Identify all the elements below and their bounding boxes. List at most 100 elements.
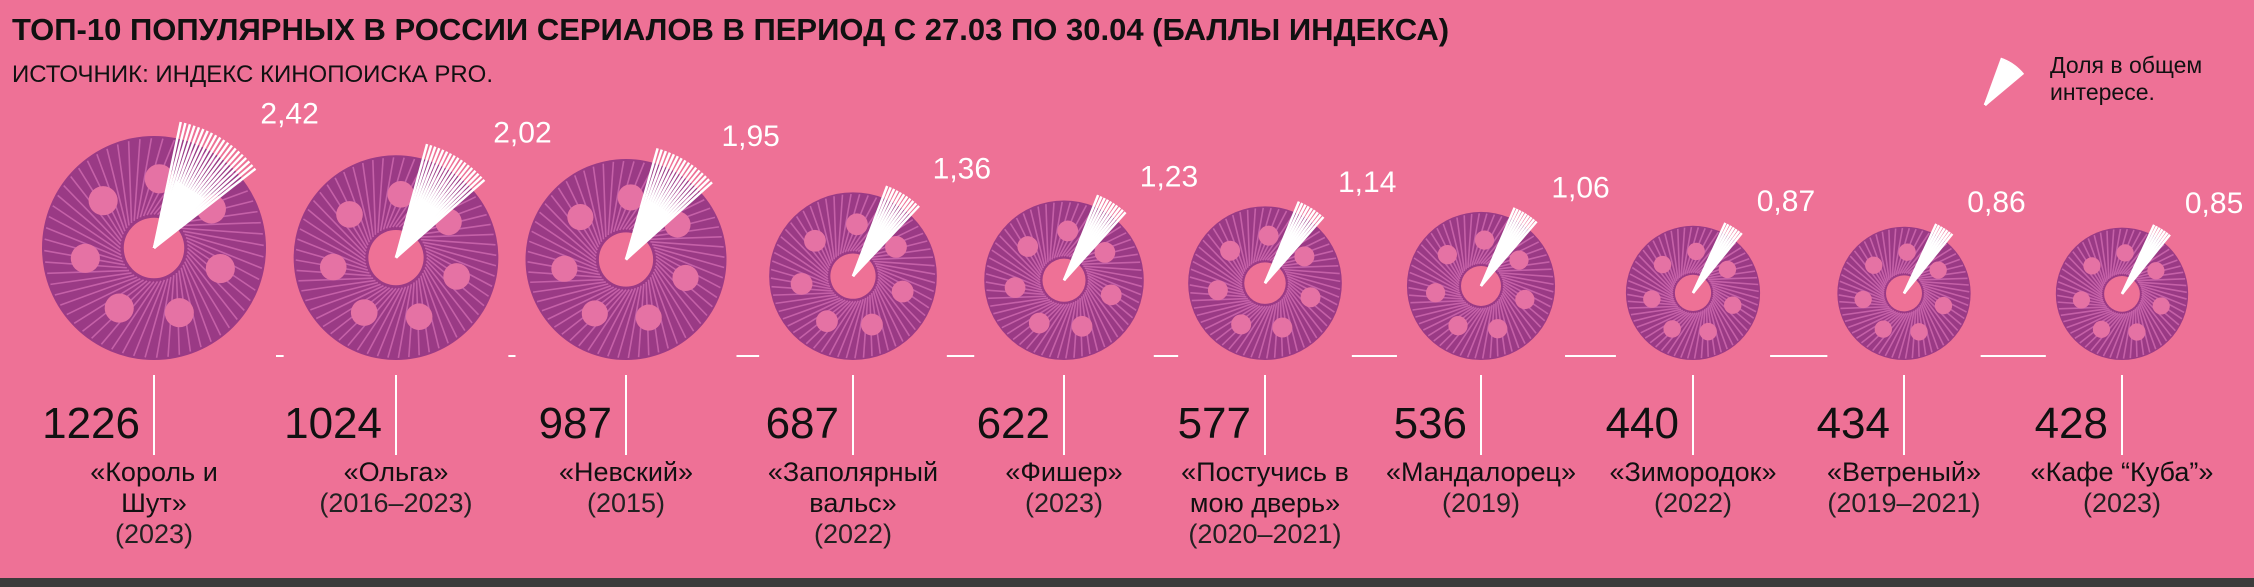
share-fan bbox=[624, 148, 713, 261]
wheel-spoke bbox=[352, 166, 372, 240]
share-label: 1,95 bbox=[721, 120, 779, 153]
wheel-spoke bbox=[2138, 281, 2187, 287]
wheel-spoke bbox=[50, 272, 132, 286]
wheel-spoke bbox=[1242, 305, 1271, 356]
wheel-spoke bbox=[2139, 284, 2187, 300]
wheel-hole bbox=[1220, 240, 1241, 261]
wheel-spoke bbox=[1633, 308, 1682, 322]
wheel-hole bbox=[1929, 261, 1947, 279]
index-value: 1226 bbox=[42, 399, 140, 448]
wheel-spoke bbox=[854, 297, 867, 359]
wheel-hole bbox=[1934, 296, 1953, 315]
wheel-hole bbox=[1687, 242, 1705, 261]
wheel-spoke bbox=[312, 200, 367, 255]
fan-ray bbox=[152, 121, 183, 249]
wheel-spoke bbox=[299, 228, 367, 265]
share-label: 2,02 bbox=[493, 116, 551, 149]
wheel-hole bbox=[635, 304, 662, 331]
wheel-spoke bbox=[1711, 298, 1739, 342]
fan-core bbox=[1265, 239, 1296, 284]
wheel-spoke bbox=[787, 298, 844, 327]
wheel-spoke bbox=[1286, 289, 1318, 339]
wheel-spoke bbox=[1467, 213, 1473, 269]
wheel-spoke bbox=[1680, 227, 1686, 277]
wheel-hole bbox=[1699, 322, 1717, 341]
wheel-spoke bbox=[66, 277, 141, 316]
series-name: «Мандалорец» bbox=[1385, 457, 1577, 487]
series-year: (2019) bbox=[1441, 488, 1521, 518]
wheel-hole bbox=[1437, 245, 1457, 265]
legend-ray bbox=[1983, 57, 2004, 106]
wheel-spoke bbox=[1922, 286, 1969, 307]
wheel-spoke bbox=[2099, 232, 2109, 281]
series-label: «Постучись в мою дверь» (2020–2021) bbox=[1165, 457, 1365, 550]
fan-core bbox=[396, 197, 441, 258]
series-label: «Фишер» (2023) bbox=[964, 457, 1164, 519]
wheel-spoke bbox=[305, 281, 379, 302]
wheel-spoke bbox=[2140, 297, 2172, 337]
wheel-spoke bbox=[424, 266, 466, 332]
wheel-spoke bbox=[1875, 234, 1889, 282]
wheel-spoke bbox=[1045, 204, 1049, 263]
wheel-spoke bbox=[178, 221, 261, 227]
wheel-hole bbox=[1718, 260, 1737, 279]
share-fan bbox=[851, 185, 920, 278]
wheel-spoke bbox=[1904, 310, 1915, 359]
series-name: «Зимородок» bbox=[1609, 457, 1777, 487]
wheel-spoke bbox=[1841, 273, 1885, 299]
wheel-spoke bbox=[2140, 299, 2168, 342]
wheel-spoke bbox=[1888, 229, 1892, 279]
wheel-spoke bbox=[1459, 307, 1487, 356]
wheel-spoke bbox=[1481, 305, 1493, 359]
wheel-spoke bbox=[875, 286, 904, 342]
series-label: «Ольга» (2016–2023) bbox=[296, 457, 496, 519]
wheel-spoke bbox=[301, 279, 376, 292]
wheel-spoke bbox=[1500, 274, 1554, 286]
wheel-spoke bbox=[1881, 231, 1890, 281]
wheel-spoke bbox=[186, 254, 238, 320]
wheel-spoke bbox=[1918, 277, 1968, 281]
wheel-hole bbox=[617, 184, 644, 211]
wheel-spoke bbox=[1847, 309, 1895, 329]
wheel bbox=[293, 155, 499, 360]
wheel-spoke bbox=[1878, 312, 1907, 355]
wheel-spoke bbox=[2066, 310, 2113, 329]
wheel-spoke bbox=[1422, 305, 1473, 331]
wheel-spoke bbox=[539, 211, 597, 261]
wheel-spoke bbox=[776, 243, 829, 280]
wheel-hole bbox=[1425, 283, 1446, 303]
wheel-spoke bbox=[534, 220, 597, 264]
share-fan bbox=[2120, 224, 2171, 295]
wheel-spoke bbox=[1839, 280, 1886, 301]
wheel-spoke bbox=[1498, 272, 1554, 278]
wheel-spoke bbox=[45, 226, 123, 260]
wheel-spoke bbox=[1084, 267, 1143, 280]
wheel-spoke bbox=[1707, 276, 1758, 281]
wheel-spoke bbox=[1086, 287, 1119, 338]
wheel-spoke bbox=[2063, 309, 2111, 323]
wheel-spoke bbox=[1920, 303, 1939, 350]
wheel-spoke bbox=[1283, 268, 1340, 275]
wheel-spoke bbox=[310, 283, 381, 311]
wheel-spoke bbox=[59, 276, 138, 306]
share-label: 0,87 bbox=[1757, 185, 1815, 218]
wheel-spoke bbox=[651, 274, 678, 344]
wheel-hole bbox=[816, 310, 838, 333]
index-value: 687 bbox=[766, 399, 839, 448]
wheel-spoke bbox=[132, 279, 166, 357]
wheel-spoke bbox=[2064, 262, 2103, 295]
wheel-hole bbox=[405, 303, 433, 331]
wheel-spoke bbox=[423, 244, 497, 267]
wheel-spoke bbox=[1922, 297, 1955, 337]
wheel-spoke bbox=[185, 236, 263, 270]
wheel-spoke bbox=[181, 227, 263, 235]
wheel-spoke bbox=[1081, 261, 1141, 266]
fan-core bbox=[2122, 256, 2148, 294]
wheel-spoke bbox=[654, 265, 702, 325]
wheel-spoke bbox=[773, 251, 829, 283]
fan-ray bbox=[1902, 223, 1938, 294]
series-name: «Ольга» bbox=[343, 457, 449, 487]
wheel-spoke bbox=[583, 170, 603, 242]
wheel-spoke bbox=[1630, 307, 1680, 316]
